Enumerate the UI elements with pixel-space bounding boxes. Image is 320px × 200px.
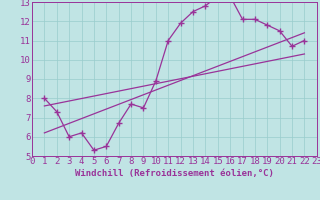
- X-axis label: Windchill (Refroidissement éolien,°C): Windchill (Refroidissement éolien,°C): [75, 169, 274, 178]
